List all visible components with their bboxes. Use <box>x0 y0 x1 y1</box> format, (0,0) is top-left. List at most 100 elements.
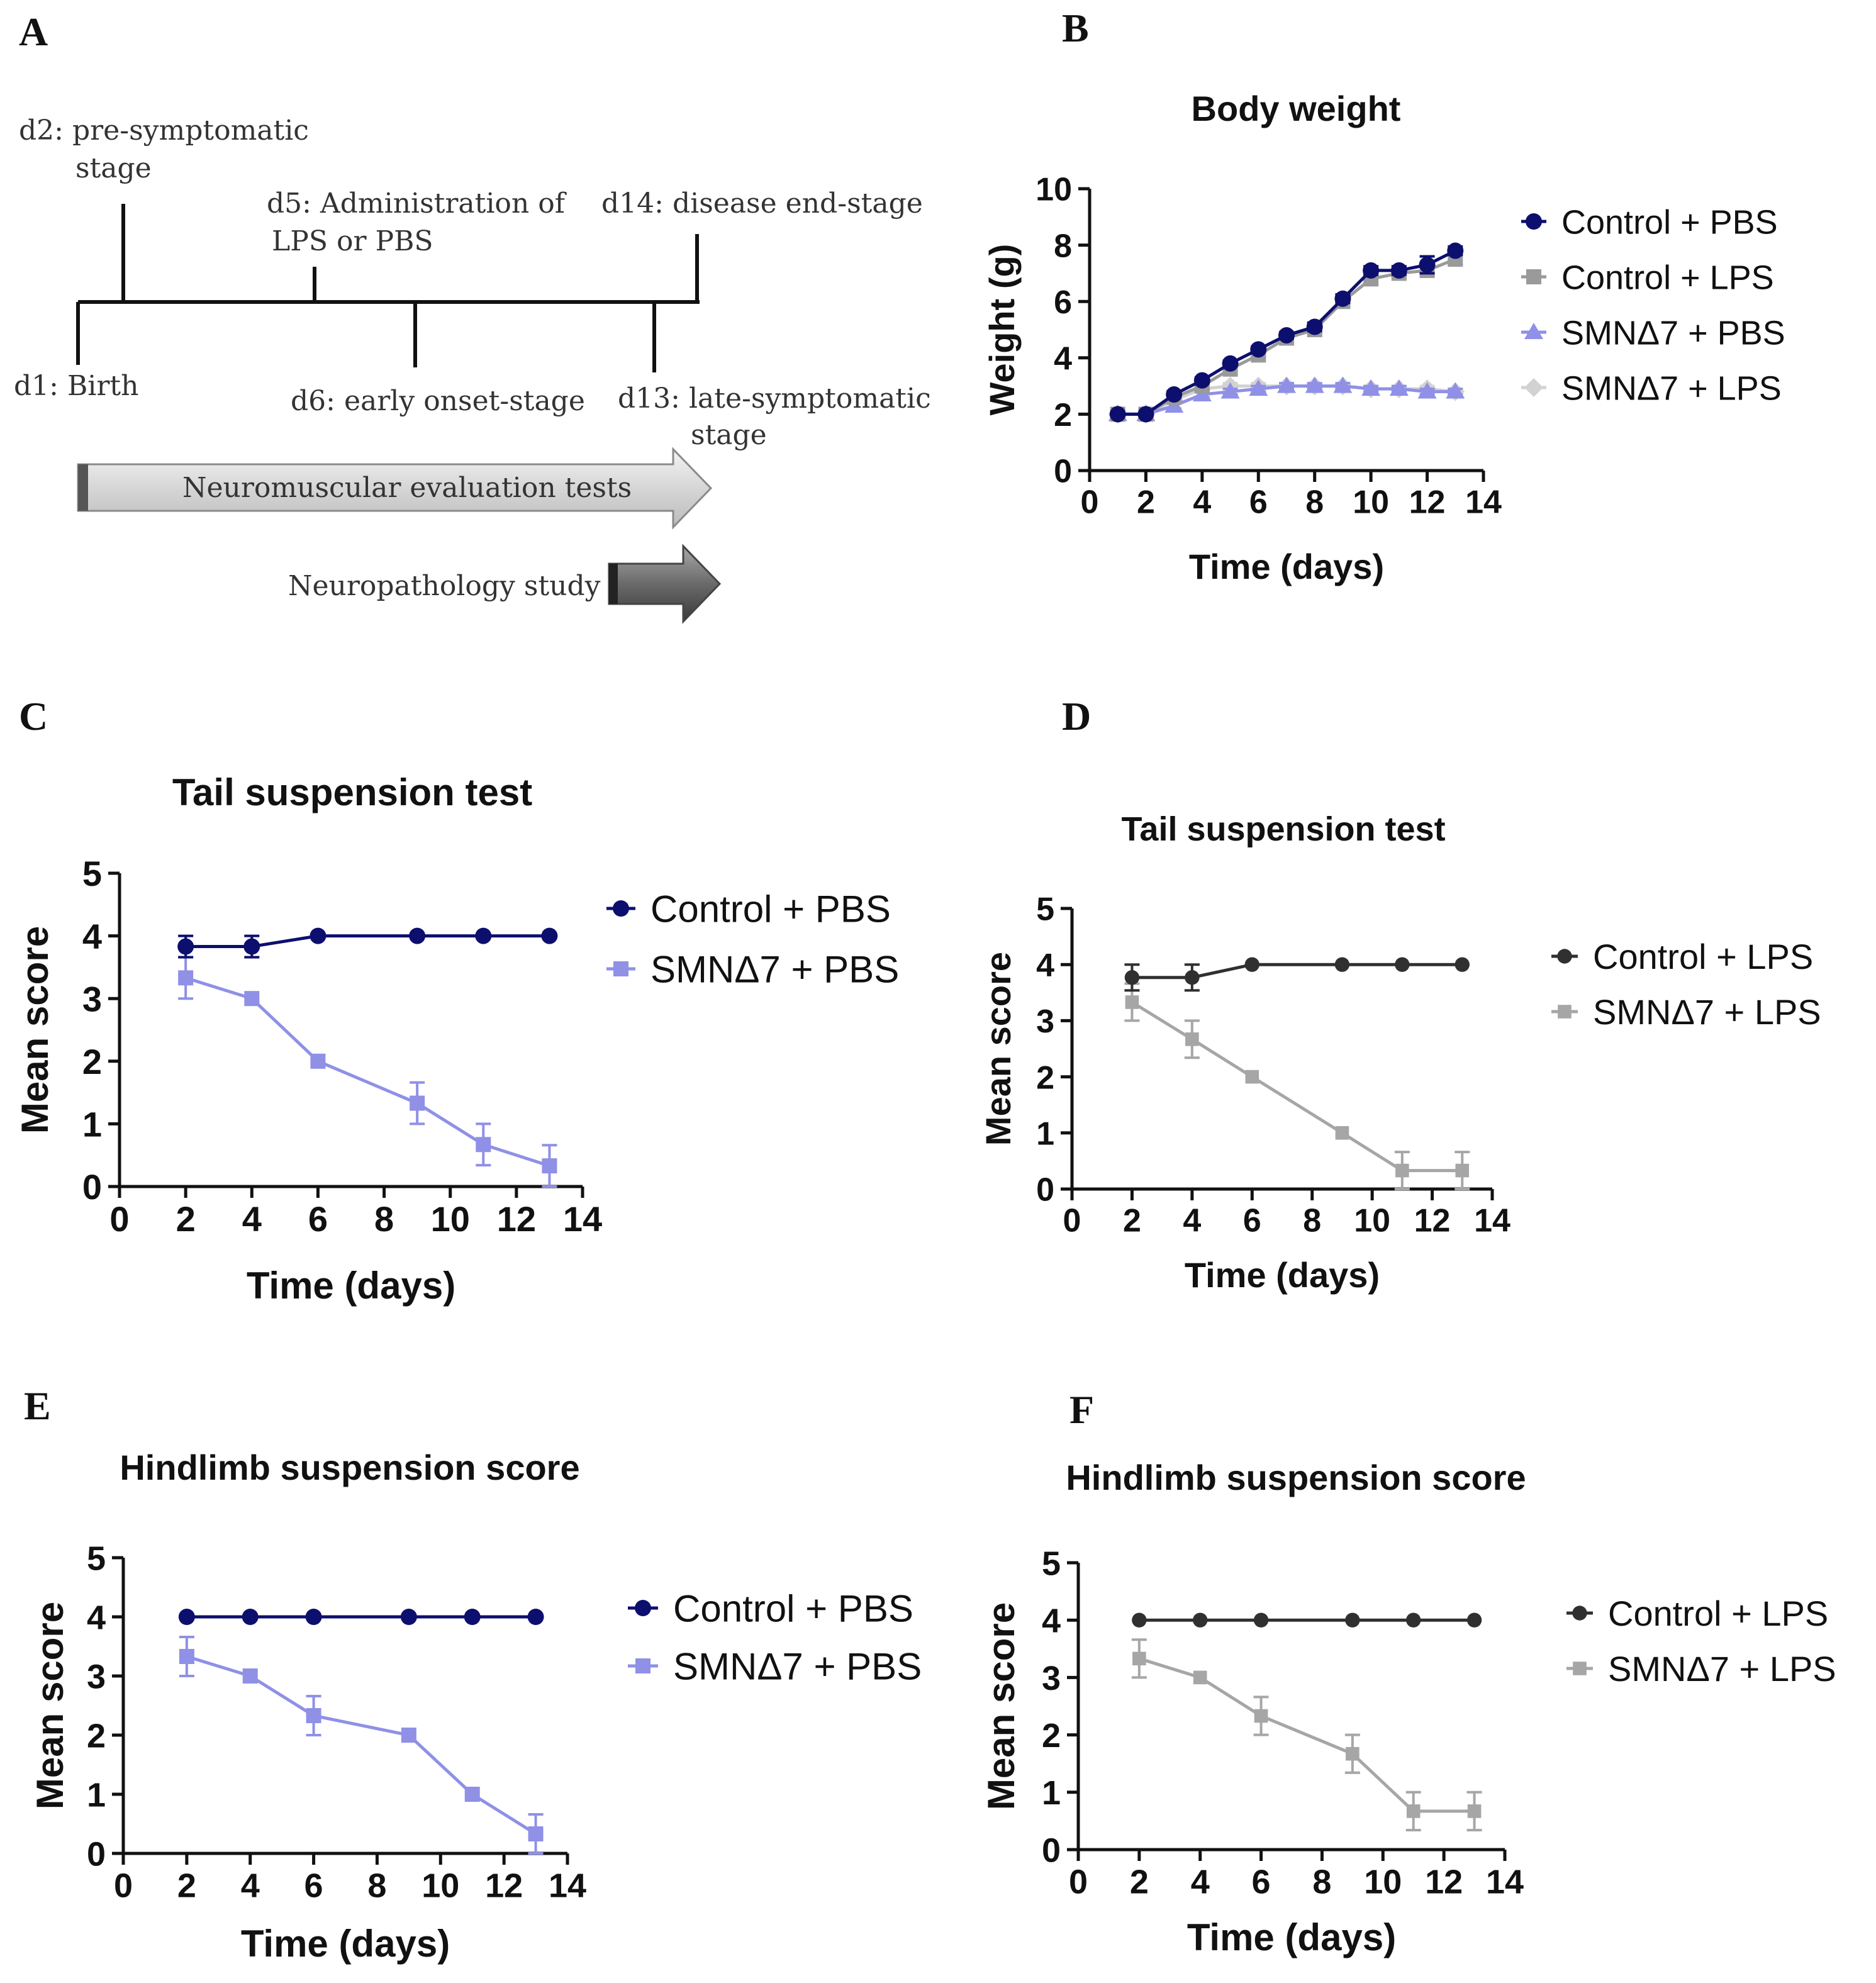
data-point <box>1389 379 1409 396</box>
timeline-label-d5: d5: Administration of <box>267 187 567 220</box>
timeline-label-d6: d6: early onset-stage <box>291 385 585 417</box>
legend-swatch-marker <box>1558 1005 1572 1019</box>
y-tick-label: 4 <box>1042 1602 1061 1640</box>
data-point <box>1244 957 1259 972</box>
legend-swatch-marker <box>1572 1606 1587 1621</box>
x-tick-label: 8 <box>367 1867 386 1904</box>
timeline-panel: d2: pre-symptomatic stage d5: Administra… <box>14 115 931 624</box>
data-point <box>476 1137 491 1153</box>
data-point <box>178 1609 195 1625</box>
neuropathology-label: Neuropathology study <box>288 570 601 602</box>
y-axis-title: Mean score <box>29 1602 71 1809</box>
data-point <box>1109 406 1126 423</box>
y-tick-label: 3 <box>82 979 102 1019</box>
data-point <box>179 1648 194 1664</box>
x-tick-label: 14 <box>563 1199 602 1239</box>
data-point <box>1334 957 1350 972</box>
neuropathology-arrow-base <box>609 564 618 604</box>
legend-label: SMNΔ7 + PBS <box>650 949 899 991</box>
chart-title: Tail suspension test <box>172 771 532 813</box>
legend-label: Control + LPS <box>1593 937 1813 976</box>
data-point <box>1395 957 1410 972</box>
x-tick-label: 4 <box>1183 1202 1201 1239</box>
data-point <box>1446 382 1465 399</box>
data-point <box>1166 386 1183 403</box>
data-point <box>1193 1670 1207 1685</box>
data-point <box>177 938 194 955</box>
data-point <box>310 1053 326 1069</box>
x-tick-label: 12 <box>485 1867 523 1904</box>
series-line <box>185 976 550 1168</box>
x-tick-label: 10 <box>1364 1863 1402 1901</box>
data-point <box>1254 1709 1268 1723</box>
y-tick-label: 4 <box>82 917 102 956</box>
series-line <box>186 1655 537 1836</box>
data-point <box>528 1826 544 1841</box>
data-point <box>475 927 492 944</box>
data-point <box>1249 379 1268 396</box>
y-tick-label: 8 <box>1054 228 1072 264</box>
data-point <box>1447 242 1464 259</box>
y-tick-label: 10 <box>1036 172 1072 208</box>
series-smn-7-pbs <box>179 1635 544 1855</box>
x-axis-title: Time (days) <box>1189 547 1384 586</box>
data-point <box>1250 341 1267 358</box>
x-tick-label: 4 <box>1191 1863 1210 1901</box>
legend-label: SMNΔ7 + LPS <box>1561 369 1782 407</box>
x-tick-label: 8 <box>1303 1202 1321 1239</box>
series-smn-7-pbs <box>178 956 557 1188</box>
series-line <box>186 934 550 949</box>
data-point <box>410 1095 425 1111</box>
data-point <box>1363 262 1380 279</box>
x-tick-label: 14 <box>1486 1863 1524 1901</box>
x-tick-label: 12 <box>1414 1202 1451 1239</box>
neuromuscular-arrow <box>77 447 713 530</box>
legend-swatch-marker <box>613 900 629 917</box>
y-tick-label: 2 <box>82 1042 102 1081</box>
x-tick-label: 12 <box>497 1199 536 1239</box>
data-point <box>1132 1651 1146 1666</box>
x-tick-label: 8 <box>1305 484 1324 520</box>
data-point <box>1277 376 1296 393</box>
timeline-label-d2: d2: pre-symptomatic <box>19 115 309 147</box>
series-control-lps <box>1132 1612 1482 1628</box>
data-point <box>1278 327 1295 344</box>
legend-label: Control + PBS <box>673 1588 913 1630</box>
data-point <box>1137 406 1154 423</box>
x-tick-label: 0 <box>114 1867 133 1904</box>
x-tick-label: 0 <box>1081 484 1099 520</box>
y-tick-label: 1 <box>87 1776 106 1814</box>
data-point <box>1124 970 1140 985</box>
data-point <box>1466 1612 1482 1628</box>
data-point <box>1193 372 1210 389</box>
x-axis-title: Time (days) <box>247 1265 455 1307</box>
neuromuscular-arrow-base <box>78 464 88 511</box>
legend-label: SMNΔ7 + PBS <box>673 1646 922 1688</box>
data-point <box>1335 1126 1349 1140</box>
data-point <box>1125 995 1139 1009</box>
data-point <box>1417 382 1437 399</box>
data-point <box>310 927 327 944</box>
panel-letter-d: D <box>1062 694 1091 739</box>
y-axis-title: Mean score <box>978 952 1018 1146</box>
x-tick-label: 6 <box>304 1867 323 1904</box>
timeline-label-d5-lps: LPS or PBS <box>272 225 433 257</box>
timeline-label-d2-stage: stage <box>75 152 152 184</box>
legend-swatch-marker <box>1524 323 1543 339</box>
legend-swatch-marker <box>635 1600 651 1616</box>
x-tick-label: 10 <box>431 1199 470 1239</box>
panel-letter-c: C <box>19 694 48 739</box>
legend-label: SMNΔ7 + LPS <box>1608 1649 1836 1689</box>
data-point <box>1185 1032 1199 1046</box>
x-tick-label: 6 <box>308 1199 328 1239</box>
x-tick-label: 2 <box>1137 484 1155 520</box>
panel-letter-b: B <box>1062 6 1089 50</box>
legend-swatch-marker <box>613 961 628 976</box>
data-point <box>1334 290 1351 307</box>
data-point <box>542 1158 557 1174</box>
data-point <box>242 1668 258 1684</box>
x-tick-label: 2 <box>177 1867 196 1904</box>
y-tick-label: 4 <box>87 1599 106 1636</box>
